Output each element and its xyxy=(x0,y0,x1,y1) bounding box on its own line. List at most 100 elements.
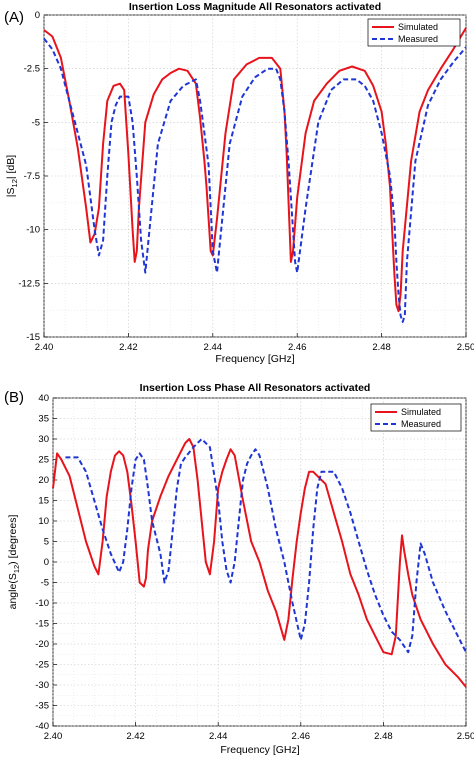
data-point-simulated xyxy=(259,561,260,562)
y-tick-label: -5 xyxy=(32,117,40,128)
y-tick-label: 40 xyxy=(38,393,49,404)
x-tick-label: 2.42 xyxy=(119,342,138,353)
data-point-measured xyxy=(304,623,305,624)
panel-label: (B) xyxy=(4,389,24,406)
data-point-simulated xyxy=(290,261,291,262)
data-point-simulated xyxy=(170,72,171,73)
data-point-simulated xyxy=(98,574,99,575)
data-point-simulated xyxy=(399,561,400,562)
data-point-measured xyxy=(229,143,230,144)
data-point-simulated xyxy=(119,83,120,84)
x-tick-label: 2.50 xyxy=(457,342,474,353)
data-point-measured xyxy=(164,582,165,583)
data-point-measured xyxy=(267,488,268,489)
data-point-measured xyxy=(141,240,142,241)
data-point-simulated xyxy=(395,635,396,636)
data-point-simulated xyxy=(128,154,129,155)
data-point-measured xyxy=(170,100,171,101)
data-point-measured xyxy=(209,447,210,448)
chart-title: Insertion Loss Phase All Resonators acti… xyxy=(140,382,371,394)
data-point-measured xyxy=(424,553,425,554)
x-axis-label: Frequency [GHz] xyxy=(220,744,299,756)
x-tick-label: 2.46 xyxy=(288,342,307,353)
y-axis-label-prefix: |S xyxy=(5,187,17,197)
data-point-simulated xyxy=(392,229,393,230)
data-point-simulated xyxy=(52,488,53,489)
data-point-simulated xyxy=(364,70,365,71)
data-point-simulated xyxy=(275,611,276,612)
data-point-simulated xyxy=(325,484,326,485)
data-point-measured xyxy=(321,471,322,472)
data-point-measured xyxy=(216,272,217,273)
y-tick-label: -35 xyxy=(35,701,49,712)
x-tick-label: 2.44 xyxy=(204,342,223,353)
data-point-measured xyxy=(172,529,173,530)
data-point-measured xyxy=(43,38,44,39)
data-point-simulated xyxy=(85,541,86,542)
data-point-measured xyxy=(383,615,384,616)
data-point-simulated xyxy=(401,535,402,536)
data-point-measured xyxy=(152,520,153,521)
data-point-measured xyxy=(267,68,268,69)
data-point-simulated xyxy=(313,471,314,472)
data-point-simulated xyxy=(246,64,247,65)
x-tick-label: 2.40 xyxy=(44,731,63,742)
legend-label-measured: Measured xyxy=(401,419,441,429)
data-point-measured xyxy=(139,453,140,454)
y-tick-label: -2.5 xyxy=(24,64,40,75)
data-point-simulated xyxy=(381,111,382,112)
data-point-simulated xyxy=(288,619,289,620)
data-point-measured xyxy=(195,79,196,80)
data-point-simulated xyxy=(77,508,78,509)
y-axis-label-subscript: 12 xyxy=(10,179,19,187)
data-point-simulated xyxy=(200,117,201,118)
data-point-simulated xyxy=(309,471,310,472)
data-point-simulated xyxy=(185,443,186,444)
data-point-measured xyxy=(200,100,201,101)
data-point-simulated xyxy=(206,186,207,187)
data-point-simulated xyxy=(226,459,227,460)
data-point-simulated xyxy=(234,455,235,456)
data-point-simulated xyxy=(119,451,120,452)
data-point-simulated xyxy=(242,500,243,501)
y-tick-label: -15 xyxy=(26,332,40,343)
data-point-measured xyxy=(230,582,231,583)
data-point-simulated xyxy=(402,251,403,252)
y-tick-label: 0 xyxy=(35,10,40,21)
y-axis-label: angle(S12) [degrees] xyxy=(7,515,21,610)
data-point-measured xyxy=(86,165,87,166)
data-point-simulated xyxy=(208,218,209,219)
x-tick-label: 2.50 xyxy=(457,731,474,742)
x-axis: 2.40 2.42 2.44 2.46 2.48 2.50 xyxy=(44,722,474,742)
data-point-measured xyxy=(416,582,417,583)
data-point-simulated xyxy=(267,590,268,591)
data-point-measured xyxy=(420,543,421,544)
data-point-measured xyxy=(111,122,112,123)
data-point-simulated xyxy=(419,111,420,112)
y-tick-label: -12.5 xyxy=(18,278,40,289)
y-tick-label: -10 xyxy=(26,225,40,236)
data-point-simulated xyxy=(432,643,433,644)
data-point-simulated xyxy=(57,453,58,454)
data-point-measured xyxy=(251,455,252,456)
data-point-simulated xyxy=(297,197,298,198)
panel-label: (A) xyxy=(4,9,24,26)
data-point-simulated xyxy=(271,57,272,58)
data-point-simulated xyxy=(103,143,104,144)
data-point-simulated xyxy=(123,455,124,456)
data-point-measured xyxy=(457,635,458,636)
data-point-measured xyxy=(135,459,136,460)
data-point-measured xyxy=(123,561,124,562)
data-point-measured xyxy=(358,541,359,542)
series-line-simulated xyxy=(52,438,467,688)
data-point-measured xyxy=(255,449,256,450)
data-point-simulated xyxy=(131,504,132,505)
data-point-measured xyxy=(398,294,399,295)
y-axis-label-suffix: ) [degrees] xyxy=(7,515,19,565)
data-point-simulated xyxy=(288,208,289,209)
data-point-simulated xyxy=(168,475,169,476)
data-point-measured xyxy=(254,77,255,78)
data-point-measured xyxy=(242,479,243,480)
data-point-measured xyxy=(305,208,306,209)
data-point-simulated xyxy=(304,488,305,489)
